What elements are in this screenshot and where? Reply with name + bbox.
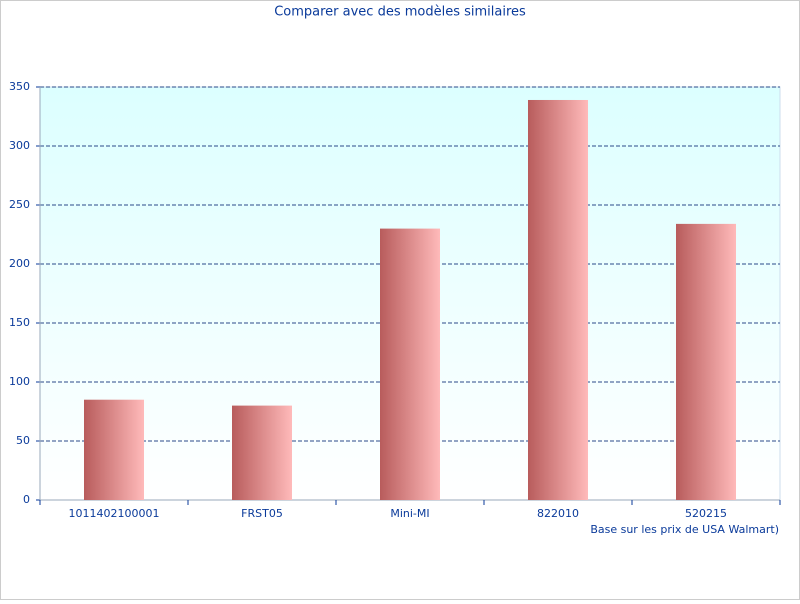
x-tick-label: 520215 [685, 507, 727, 520]
y-tick-label: 250 [9, 198, 30, 211]
x-tick-label: 1011402100001 [69, 507, 160, 520]
x-tick-label: FRST05 [241, 507, 283, 520]
y-tick-label: 300 [9, 139, 30, 152]
bar [528, 99, 588, 500]
x-tick-label: 822010 [537, 507, 579, 520]
bar [84, 399, 144, 500]
y-tick-label: 150 [9, 316, 30, 329]
bar [232, 405, 292, 500]
y-tick-label: 0 [23, 493, 30, 506]
x-tick-label: Mini-MI [390, 507, 429, 520]
y-tick-label: 200 [9, 257, 30, 270]
bar [380, 228, 440, 500]
y-tick-label: 50 [16, 434, 30, 447]
y-tick-label: 350 [9, 80, 30, 93]
y-tick-label: 100 [9, 375, 30, 388]
bar [676, 223, 736, 500]
x-axis-label: Base sur les prix de USA Walmart) [590, 523, 779, 536]
chart-title: Comparer avec des modèles similaires [274, 5, 526, 20]
